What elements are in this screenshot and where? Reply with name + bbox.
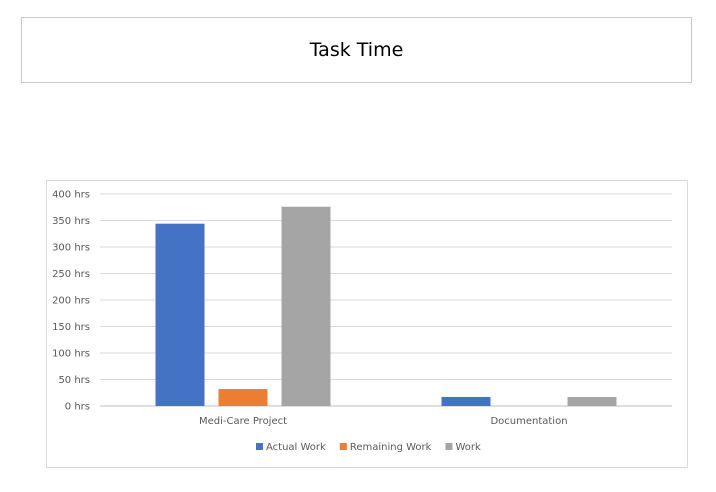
legend-label: Actual Work [266, 442, 326, 453]
x-category-label: Documentation [490, 416, 567, 427]
legend-label: Work [455, 442, 481, 453]
y-tick-label: 300 hrs [52, 243, 90, 254]
legend-swatch [256, 443, 263, 450]
bar-actual-work [155, 223, 205, 406]
legend-label: Remaining Work [350, 442, 432, 453]
bar-work [567, 396, 617, 406]
x-category-label: Medi-Care Project [199, 416, 287, 427]
chart-title-box: Task Time [21, 17, 692, 83]
chart-area [46, 180, 688, 468]
chart-title: Task Time [309, 39, 404, 61]
legend-swatch [339, 443, 347, 450]
y-tick-label: 0 hrs [65, 402, 90, 413]
y-tick-label: 250 hrs [52, 269, 90, 280]
y-tick-label: 150 hrs [52, 322, 90, 333]
y-tick-label: 200 hrs [52, 296, 90, 307]
y-tick-label: 400 hrs [52, 190, 90, 201]
bar-work [281, 206, 331, 406]
bar-actual-work [441, 396, 491, 406]
legend-swatch [445, 443, 453, 450]
y-tick-label: 50 hrs [58, 375, 90, 386]
y-tick-label: 100 hrs [52, 349, 90, 360]
y-tick-label: 350 hrs [52, 216, 90, 227]
bar-remaining-work [218, 389, 268, 406]
